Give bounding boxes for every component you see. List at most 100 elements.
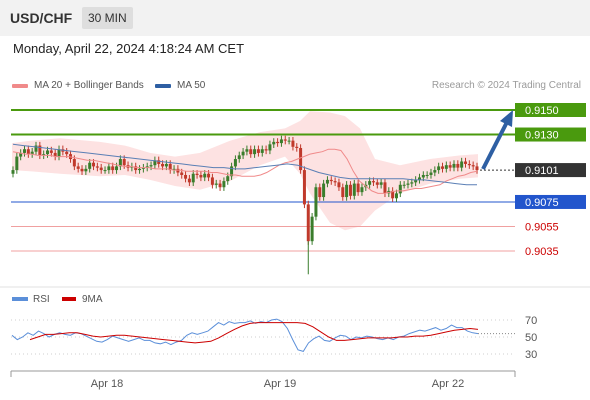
candle-body xyxy=(368,181,372,185)
candle-body xyxy=(318,187,322,198)
candle-body xyxy=(34,145,38,152)
candle-body xyxy=(433,170,437,173)
candle-body xyxy=(345,184,349,198)
candle-body xyxy=(103,170,107,172)
candle-body xyxy=(191,173,195,183)
candle-body xyxy=(49,150,53,153)
candle-body xyxy=(352,183,356,196)
candle-body xyxy=(268,144,272,151)
candle-body xyxy=(111,166,115,171)
candle-body xyxy=(421,174,425,178)
candle-body xyxy=(176,168,180,173)
candle-body xyxy=(19,152,23,157)
candle-body xyxy=(92,162,96,167)
candle-body xyxy=(283,139,287,141)
candle-body xyxy=(356,183,360,193)
candle-body xyxy=(164,163,168,167)
candle-body xyxy=(291,140,295,147)
legend-ma20-label: MA 20 + Bollinger Bands xyxy=(34,80,144,91)
candle-body xyxy=(138,168,142,171)
candle-body xyxy=(23,149,27,153)
time-tick-label: Apr 22 xyxy=(432,378,464,390)
datetime-label: Monday, April 22, 2024 4:18:24 AM CET xyxy=(13,41,245,56)
candle-body xyxy=(203,173,207,178)
candle-body xyxy=(80,168,84,172)
time-tick-label: Apr 19 xyxy=(264,378,296,390)
candle-body xyxy=(245,149,249,152)
candle-body xyxy=(184,174,188,179)
candle-body xyxy=(180,172,184,175)
current-price-tag xyxy=(515,163,586,178)
level-label-resistance: 0.9150 xyxy=(525,105,559,117)
timeframe-button[interactable]: 30 MIN xyxy=(82,7,133,29)
level-tag-resistance xyxy=(515,127,586,142)
candle-body xyxy=(471,165,475,167)
candle-body xyxy=(452,163,456,168)
ma50-line xyxy=(12,143,477,186)
legend-ma20: MA 20 + Bollinger Bands xyxy=(12,80,144,91)
candle-body xyxy=(475,166,479,171)
candle-body xyxy=(348,184,352,196)
credit-label: Research © 2024 Trading Central xyxy=(431,80,581,91)
candle-body xyxy=(253,149,257,155)
rsi-tick-label: 70 xyxy=(525,315,537,327)
candle-body xyxy=(95,166,99,168)
candle-body xyxy=(84,168,88,172)
chart-panel xyxy=(0,36,590,400)
candle-body xyxy=(440,166,444,169)
candle-body xyxy=(107,166,111,171)
candle-body xyxy=(11,170,15,174)
candle-body xyxy=(230,166,234,177)
level-tag-resistance xyxy=(515,103,586,117)
candle-body xyxy=(467,163,471,166)
candle-body xyxy=(437,166,441,171)
legend-9ma-swatch xyxy=(62,297,76,301)
candle-body xyxy=(241,151,245,156)
rsi-tick-label: 30 xyxy=(525,349,537,361)
candle-body xyxy=(402,184,406,186)
rsi-9ma-line xyxy=(29,322,479,344)
time-tick-label: Apr 18 xyxy=(91,378,123,390)
candle-body xyxy=(157,160,161,164)
level-label-resistance: 0.9130 xyxy=(525,130,559,142)
candle-body xyxy=(410,182,414,184)
candle-body xyxy=(218,183,222,188)
candle-body xyxy=(325,179,329,184)
legend-rsi-label: RSI xyxy=(33,294,50,305)
candle-body xyxy=(456,163,460,168)
candle-body xyxy=(76,166,80,169)
candle-body xyxy=(168,163,172,171)
candle-body xyxy=(444,165,448,169)
candle-body xyxy=(360,187,364,193)
legend-ma50: MA 50 xyxy=(155,80,205,91)
candle-body xyxy=(414,179,418,183)
candle-body xyxy=(448,165,452,168)
candle-body xyxy=(99,167,103,171)
candle-body xyxy=(118,159,122,167)
candle-body xyxy=(53,152,57,157)
legend-ma50-swatch xyxy=(155,83,171,88)
candle-body xyxy=(15,156,19,171)
legend-ma50-label: MA 50 xyxy=(177,80,206,91)
candle-body xyxy=(306,204,310,242)
candle-body xyxy=(256,149,260,153)
candle-body xyxy=(145,166,149,168)
candle-body xyxy=(425,174,429,176)
candle-body xyxy=(30,151,34,155)
candle-body xyxy=(199,174,203,178)
legend-ma20-swatch xyxy=(12,83,28,88)
forecast-arrow-head xyxy=(500,110,513,127)
candle-body xyxy=(272,141,276,145)
level-label-support_light: 0.9035 xyxy=(525,246,559,258)
candle-body xyxy=(26,149,30,155)
candle-body xyxy=(237,155,241,160)
candle-body xyxy=(371,181,375,183)
candle-body xyxy=(295,146,299,149)
candle-body xyxy=(187,178,191,183)
candle-body xyxy=(46,150,50,155)
candle-body xyxy=(153,160,157,166)
legend-rsi-swatch xyxy=(12,297,28,301)
candle-body xyxy=(233,159,237,167)
candle-body xyxy=(460,161,464,168)
